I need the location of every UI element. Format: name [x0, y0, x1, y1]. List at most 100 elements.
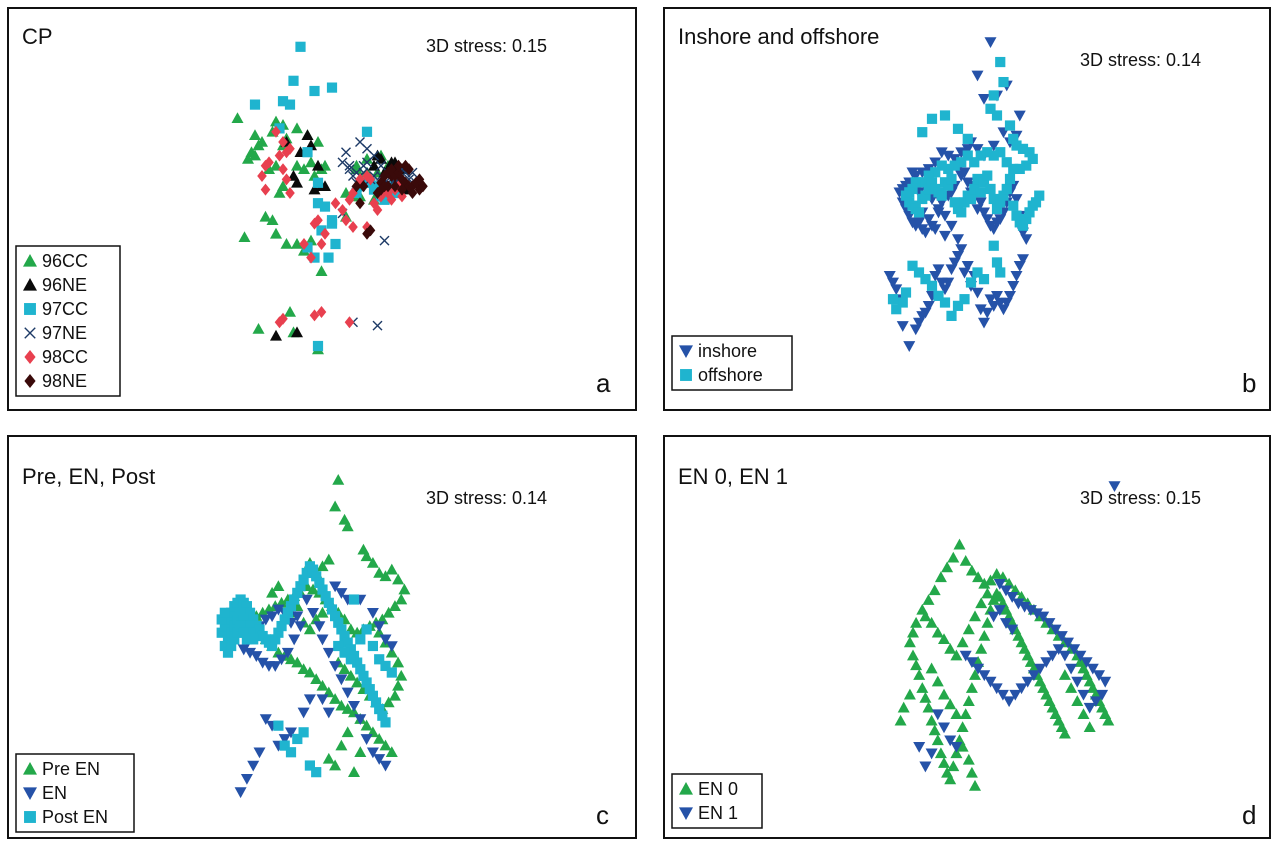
point-en-1-40	[965, 657, 978, 669]
point-en-0-1	[947, 551, 960, 563]
point-97cc-20	[326, 218, 338, 229]
panel-c-letter: c	[596, 800, 609, 830]
point-en-1-14	[1074, 650, 1087, 662]
point-offshore-77	[972, 267, 983, 278]
point-offshore-38	[923, 183, 934, 195]
point-inshore-95	[922, 301, 935, 312]
point-en-0-95	[925, 616, 938, 628]
point-en-0-94	[919, 610, 932, 622]
point-offshore-69	[1024, 207, 1035, 218]
legend-label: 97CC	[42, 299, 88, 319]
point-offshore-60	[995, 197, 1006, 208]
point-en-0-13	[916, 682, 929, 693]
point-96ne-7	[291, 176, 303, 188]
panel-b-letter: b	[1242, 368, 1256, 398]
point-en-39	[373, 754, 386, 765]
point-98ne-23	[407, 187, 418, 199]
point-offshore-17	[982, 147, 993, 158]
point-98cc-9	[278, 163, 288, 176]
point-96cc-52	[259, 210, 272, 222]
point-en-1-27	[1046, 650, 1059, 662]
panel-b-stress: 3D stress: 0.14	[1080, 50, 1201, 70]
point-post-en-29	[307, 564, 319, 575]
point-en-1-23	[1071, 676, 1084, 688]
point-en-0-101	[962, 623, 975, 635]
point-98ne-21	[390, 180, 400, 193]
point-en-0-20	[938, 757, 950, 768]
point-en-7	[385, 641, 398, 652]
point-97cc-8	[302, 147, 313, 158]
point-offshore-56	[982, 170, 993, 181]
point-offshore-81	[946, 310, 957, 321]
legend-label: 96CC	[42, 251, 88, 271]
point-98cc-38	[348, 221, 358, 233]
point-98cc-11	[285, 187, 295, 199]
point-en-1-43	[993, 605, 1006, 616]
point-en-0-104	[981, 587, 994, 599]
point-offshore-74	[991, 257, 1003, 268]
point-offshore-53	[972, 173, 983, 185]
point-en-0-61	[965, 564, 978, 576]
point-inshore-17	[935, 147, 948, 159]
point-97cc-11	[319, 201, 331, 212]
point-inshore-2	[978, 93, 990, 105]
point-97cc-14	[323, 252, 334, 263]
point-en-51	[247, 760, 260, 772]
point-post-en-44	[355, 664, 366, 675]
point-96cc-3	[291, 159, 303, 171]
point-96cc-5	[305, 156, 317, 168]
point-en-12	[288, 634, 301, 646]
point-offshore-94	[939, 110, 951, 121]
point-offshore-2	[988, 90, 999, 101]
point-en-0-108	[944, 698, 957, 710]
point-en-0-110	[956, 740, 969, 752]
point-post-en-68	[232, 627, 243, 638]
point-en-1-6	[1024, 605, 1037, 616]
point-post-en-31	[314, 577, 325, 589]
point-en-53	[234, 787, 247, 799]
point-inshore-76	[984, 294, 997, 306]
point-inshore-114	[945, 220, 958, 232]
point-en-1-25	[1058, 650, 1071, 662]
point-post-en-47	[364, 684, 375, 695]
point-97cc-2	[309, 85, 320, 97]
point-inshore-113	[939, 230, 951, 242]
point-offshore-75	[995, 267, 1006, 278]
legend-marker	[24, 811, 36, 823]
point-en-1-39	[972, 663, 985, 675]
point-pre-en-10	[392, 573, 405, 585]
point-en-0-17	[928, 724, 941, 736]
point-post-en-69	[235, 620, 246, 632]
point-en-0-89	[1083, 721, 1096, 733]
point-98cc-16	[306, 251, 316, 264]
point-en-9	[307, 608, 320, 619]
point-en-0-36	[987, 594, 1000, 605]
point-offshore-22	[949, 160, 960, 171]
point-en-49	[259, 714, 272, 726]
point-offshore-20	[962, 150, 973, 161]
point-97cc-15	[330, 238, 341, 250]
point-en-0-5	[922, 594, 935, 605]
point-en-34	[341, 687, 354, 699]
point-inshore-46	[958, 167, 971, 179]
point-en-1-28	[1040, 657, 1053, 669]
point-post-en-83	[348, 594, 360, 605]
point-en-1-48	[950, 742, 963, 753]
point-97cc-10	[312, 198, 324, 209]
point-offshore-46	[949, 197, 960, 208]
point-96cc-23	[273, 187, 286, 198]
point-en-0-59	[1058, 727, 1071, 739]
point-post-en-27	[301, 567, 312, 579]
legend-marker	[23, 787, 37, 800]
point-en-26	[272, 604, 285, 616]
point-en-1-31	[1021, 676, 1034, 688]
point-pre-en-89	[272, 580, 285, 592]
point-offshore-71	[1030, 197, 1042, 208]
point-97ne-0	[341, 147, 351, 158]
point-post-en-80	[339, 647, 350, 658]
point-en-19	[244, 647, 257, 659]
point-en-1-19	[1096, 689, 1109, 701]
point-pre-en-42	[285, 653, 297, 665]
point-pre-en-9	[385, 563, 398, 575]
point-post-en-81	[345, 654, 356, 665]
